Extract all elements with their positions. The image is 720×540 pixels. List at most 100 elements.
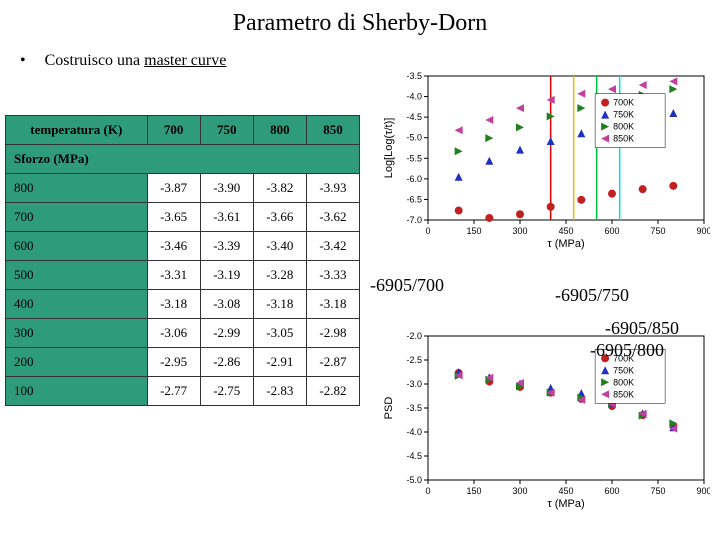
svg-text:900: 900 [696,226,710,236]
cell-value: -3.18 [147,290,200,319]
table-row: 600-3.46-3.39-3.40-3.42 [6,232,360,261]
svg-text:-3.5: -3.5 [406,403,422,413]
svg-text:300: 300 [512,486,527,496]
svg-text:800K: 800K [613,122,634,132]
table-row: 100-2.77-2.75-2.83-2.82 [6,377,360,406]
row-stress: 100 [6,377,148,406]
row-stress: 600 [6,232,148,261]
data-table: temperatura (K) 700 750 800 850 Sforzo (… [5,115,360,406]
bullet-dot: • [20,52,26,69]
row-stress: 300 [6,319,148,348]
svg-text:0: 0 [425,226,430,236]
row-stress: 400 [6,290,148,319]
data-table-wrap: temperatura (K) 700 750 800 850 Sforzo (… [5,115,360,406]
svg-text:τ (MPa): τ (MPa) [547,238,584,250]
cell-value: -3.19 [200,261,253,290]
cell-value: -3.06 [147,319,200,348]
svg-text:-2.5: -2.5 [406,355,422,365]
svg-text:450: 450 [558,226,573,236]
svg-text:-4.5: -4.5 [406,451,422,461]
table-row: 800-3.87-3.90-3.82-3.93 [6,174,360,203]
svg-text:750K: 750K [613,365,634,375]
svg-text:-4.5: -4.5 [406,112,422,122]
bullet-text-a: Costruisco una [45,52,145,69]
svg-text:-5.0: -5.0 [406,475,422,485]
cell-value: -2.95 [147,348,200,377]
row-stress: 700 [6,203,148,232]
cell-value: -3.61 [200,203,253,232]
svg-text:-6.5: -6.5 [406,194,422,204]
svg-text:-3.5: -3.5 [406,71,422,81]
svg-text:750K: 750K [613,110,634,120]
svg-text:850K: 850K [613,134,634,144]
cell-value: -3.66 [253,203,306,232]
row-stress: 800 [6,174,148,203]
svg-text:750: 750 [650,486,665,496]
sforzo-row: Sforzo (MPa) [6,145,360,174]
temp-750: 750 [200,116,253,145]
cell-value: -3.65 [147,203,200,232]
cell-value: -3.08 [200,290,253,319]
svg-text:450: 450 [558,486,573,496]
bullet-line: • Costruisco una master curve [20,52,720,70]
svg-text:Log[Log(τ/t)]: Log[Log(τ/t)] [383,118,395,179]
svg-text:150: 150 [466,226,481,236]
svg-text:-4.0: -4.0 [406,427,422,437]
table-row: 700-3.65-3.61-3.66-3.62 [6,203,360,232]
cell-value: -3.82 [253,174,306,203]
bullet-text-underline: master curve [144,52,226,69]
table-row: 200-2.95-2.86-2.91-2.87 [6,348,360,377]
svg-text:-3.0: -3.0 [406,379,422,389]
temp-700: 700 [147,116,200,145]
header-label: temperatura (K) [6,116,148,145]
table-row: 500-3.31-3.19-3.28-3.33 [6,261,360,290]
svg-text:-7.0: -7.0 [406,215,422,225]
svg-text:900: 900 [696,486,710,496]
cell-value: -2.75 [200,377,253,406]
cell-value: -3.40 [253,232,306,261]
annotation-text: -6905/700 [370,275,444,296]
cell-value: -3.93 [306,174,359,203]
svg-text:PSD: PSD [383,397,395,420]
svg-text:800K: 800K [613,377,634,387]
svg-text:τ (MPa): τ (MPa) [547,498,584,510]
chart-top: 0 150 300 450 600 750 900 -7.0 -6.5 -6.0 -5.5 -5.0 -… [380,70,710,250]
cell-value: -3.18 [253,290,306,319]
cell-value: -2.86 [200,348,253,377]
cell-value: -3.39 [200,232,253,261]
svg-text:300: 300 [512,226,527,236]
cell-value: -3.42 [306,232,359,261]
svg-text:-6.0: -6.0 [406,174,422,184]
svg-text:600: 600 [604,226,619,236]
svg-text:-2.0: -2.0 [406,331,422,341]
svg-text:750: 750 [650,226,665,236]
cell-value: -3.28 [253,261,306,290]
cell-value: -3.90 [200,174,253,203]
annotation-text: -6905/850 [605,318,679,339]
cell-value: -2.91 [253,348,306,377]
cell-value: -2.82 [306,377,359,406]
cell-value: -2.99 [200,319,253,348]
cell-value: -3.31 [147,261,200,290]
temp-850: 850 [306,116,359,145]
svg-text:850K: 850K [613,389,634,399]
table-header-row: temperatura (K) 700 750 800 850 [6,116,360,145]
svg-text:-5.5: -5.5 [406,153,422,163]
page-title: Parametro di Sherby-Dorn [0,0,720,37]
annotation-text: -6905/800 [590,340,664,361]
row-stress: 500 [6,261,148,290]
cell-value: -3.62 [306,203,359,232]
cell-value: -2.83 [253,377,306,406]
svg-text:-5.0: -5.0 [406,133,422,143]
cell-value: -3.05 [253,319,306,348]
svg-text:150: 150 [466,486,481,496]
cell-value: -3.46 [147,232,200,261]
cell-value: -3.33 [306,261,359,290]
table-row: 400-3.18-3.08-3.18-3.18 [6,290,360,319]
svg-text:600: 600 [604,486,619,496]
svg-text:700K: 700K [613,98,634,108]
cell-value: -2.77 [147,377,200,406]
table-row: 300-3.06-2.99-3.05-2.98 [6,319,360,348]
cell-value: -2.98 [306,319,359,348]
svg-text:-4.0: -4.0 [406,92,422,102]
